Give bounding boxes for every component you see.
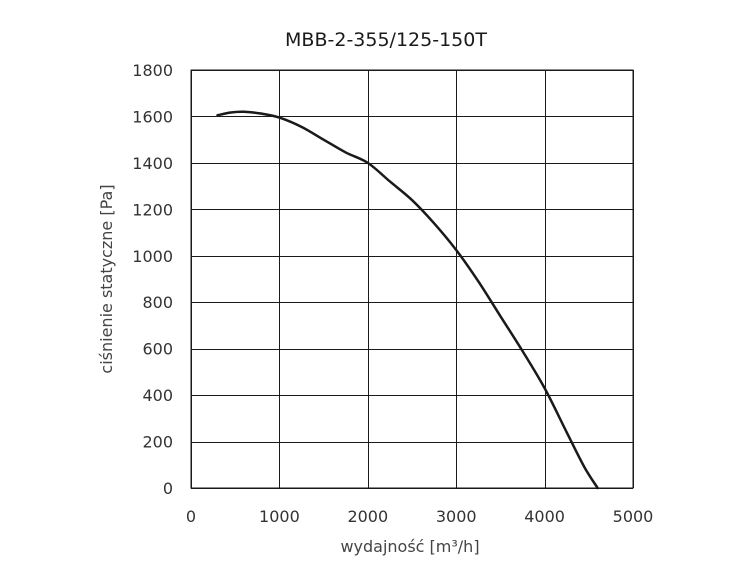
x-tick-label: 1000: [259, 507, 300, 526]
x-tick-label: 3000: [436, 507, 477, 526]
x-axis-label: wydajność [m³/h]: [340, 537, 479, 556]
x-tick-label: 0: [186, 507, 196, 526]
y-tick-label: 1000: [132, 247, 173, 266]
grid: [191, 70, 634, 489]
chart-title: MBB-2-355/125-150T: [285, 29, 487, 51]
y-tick-label: 600: [142, 340, 173, 359]
fan-curve-line: [216, 110, 599, 490]
x-tick-label: 4000: [524, 507, 565, 526]
x-tick-label: 5000: [613, 507, 654, 526]
y-tick-label: 400: [142, 386, 173, 405]
y-axis-label: ciśnienie statyczne [Pa]: [97, 184, 116, 373]
y-tick-label: 800: [142, 293, 173, 312]
x-axis-ticks: 0 1000 2000 3000 4000 5000: [186, 507, 653, 526]
y-tick-label: 200: [142, 433, 173, 452]
curve-layer: [216, 110, 599, 490]
y-tick-label: 1600: [132, 107, 173, 126]
y-tick-label: 1800: [132, 61, 173, 80]
y-axis-ticks: 0 200 400 600 800 1000 1200 1400 1600 1800: [132, 61, 173, 498]
y-tick-label: 1200: [132, 200, 173, 219]
plot-area-frame: [190, 69, 634, 489]
x-tick-label: 2000: [347, 507, 388, 526]
y-tick-label: 1400: [132, 154, 173, 173]
y-tick-label: 0: [163, 479, 173, 498]
